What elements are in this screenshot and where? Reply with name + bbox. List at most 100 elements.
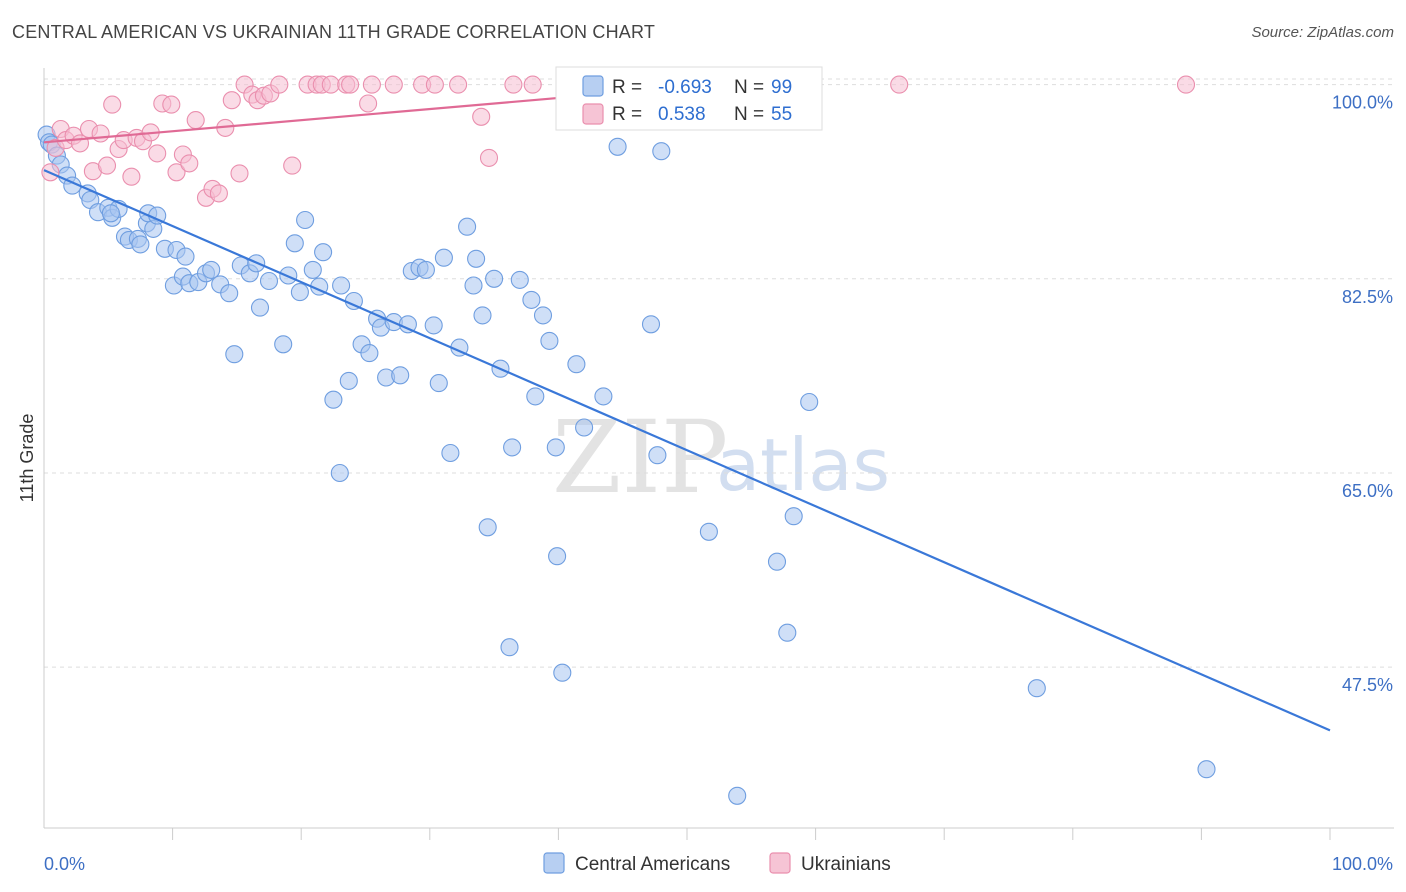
- central-american-point: [416, 260, 435, 279]
- central-american-point: [648, 446, 667, 465]
- central-american-point: [533, 306, 553, 325]
- central-american-point: [225, 345, 244, 364]
- legend-swatch-central-americans: [582, 75, 604, 97]
- central-american-point: [285, 234, 304, 253]
- legend-r-value-1: -0.693: [658, 77, 712, 98]
- central-american-point: [652, 142, 671, 161]
- central-american-point: [478, 518, 497, 537]
- central-american-point: [131, 235, 150, 254]
- central-american-point: [424, 316, 443, 335]
- central-american-point: [434, 248, 453, 267]
- central-american-point: [360, 344, 379, 363]
- ukrainian-point: [425, 75, 444, 94]
- central-american-point: [784, 507, 803, 526]
- central-american-point: [567, 355, 586, 374]
- ukrainian-point: [890, 75, 909, 94]
- ukrainian-point: [222, 91, 241, 110]
- bottom-legend-label-ukrainians: Ukrainians: [801, 854, 891, 875]
- points-layer: [37, 75, 1216, 805]
- central-american-point: [778, 623, 797, 642]
- central-american-point: [259, 271, 279, 291]
- legend-n-label-2: N =: [734, 104, 764, 125]
- legend-r-label-1: R =: [612, 77, 642, 98]
- y-tick-label: 47.5%: [1342, 675, 1393, 695]
- ukrainian-point: [91, 124, 110, 143]
- grid-layer: [44, 78, 1394, 668]
- central-american-point: [728, 786, 747, 805]
- central-american-point: [553, 663, 572, 682]
- axes-layer: 100.0% 82.5% 65.0% 47.5% 0.0% 100.0%: [43, 68, 1394, 874]
- central-american-point: [202, 260, 221, 279]
- central-american-point: [330, 463, 349, 483]
- central-american-point: [324, 390, 343, 409]
- bottom-legend: Central Americans Ukrainians: [543, 852, 891, 875]
- ukrainian-point: [362, 75, 381, 94]
- ukrainian-point: [97, 156, 117, 175]
- central-american-point: [176, 247, 195, 266]
- legend-r-label-2: R =: [612, 104, 642, 125]
- ukrainian-point: [341, 75, 360, 94]
- central-american-point: [464, 276, 483, 295]
- watermark-atlas: atlas: [716, 423, 890, 507]
- central-american-point: [220, 284, 239, 303]
- top-legend: R = -0.693 N = 99 R = 0.538 N = 55: [555, 66, 823, 131]
- ukrainian-point: [270, 75, 289, 94]
- bottom-legend-swatch-central-americans: [543, 852, 565, 874]
- central-american-point: [314, 243, 333, 262]
- central-american-point: [274, 335, 293, 354]
- ukrainian-point: [162, 95, 181, 114]
- central-american-point: [101, 204, 120, 223]
- ukrainian-point: [103, 95, 122, 114]
- central-american-point: [467, 249, 486, 268]
- central-american-point: [522, 290, 541, 309]
- central-american-point: [429, 374, 448, 393]
- central-american-point: [548, 547, 567, 566]
- central-american-point: [332, 276, 351, 295]
- watermark-zip: ZIP: [552, 399, 728, 516]
- central-american-point: [503, 438, 522, 457]
- central-american-point: [540, 331, 559, 350]
- y-tick-label: 65.0%: [1342, 481, 1393, 501]
- legend-swatch-ukrainians: [582, 103, 604, 125]
- central-american-point: [441, 443, 460, 463]
- bottom-legend-label-central-americans: Central Americans: [575, 854, 730, 875]
- central-american-point: [250, 298, 270, 317]
- legend-n-value-2: 55: [771, 104, 792, 125]
- central-american-point: [594, 387, 613, 406]
- ukrainian-point: [523, 75, 542, 94]
- chart-title: CENTRAL AMERICAN VS UKRAINIAN 11TH GRADE…: [12, 22, 656, 42]
- central-american-point: [800, 392, 819, 412]
- ukrainian-point: [148, 144, 167, 163]
- central-american-point: [1197, 760, 1216, 779]
- central-american-point: [767, 552, 787, 571]
- central-american-point: [458, 217, 477, 236]
- x-tick-label-max: 100.0%: [1332, 854, 1393, 874]
- ukrainian-point: [472, 107, 491, 126]
- central-american-point: [391, 366, 410, 385]
- y-tick-label: 82.5%: [1342, 287, 1393, 307]
- ukrainian-point: [186, 111, 205, 130]
- legend-n-value-1: 99: [771, 77, 792, 98]
- central-american-point: [608, 137, 627, 156]
- x-tick-label-min: 0.0%: [44, 854, 85, 874]
- central-american-point: [296, 210, 315, 230]
- central-american-point: [699, 522, 718, 541]
- central-american-point: [485, 269, 504, 288]
- ukrainian-point: [122, 167, 141, 186]
- ukrainian-point: [283, 156, 302, 175]
- central-american-point: [526, 387, 545, 406]
- ukrainian-point: [180, 154, 199, 173]
- ukrainian-point: [321, 75, 340, 94]
- ukrainian-point: [384, 75, 403, 94]
- y-tick-label: 100.0%: [1332, 93, 1393, 113]
- central-american-point: [575, 418, 594, 437]
- central-american-point: [510, 270, 529, 289]
- central-american-point: [303, 260, 322, 279]
- ukrainian-point: [359, 94, 378, 113]
- central-american-point: [1027, 679, 1046, 698]
- ukrainian-point: [479, 148, 499, 167]
- ukrainian-point: [167, 163, 186, 182]
- ukrainian-point: [1176, 75, 1196, 94]
